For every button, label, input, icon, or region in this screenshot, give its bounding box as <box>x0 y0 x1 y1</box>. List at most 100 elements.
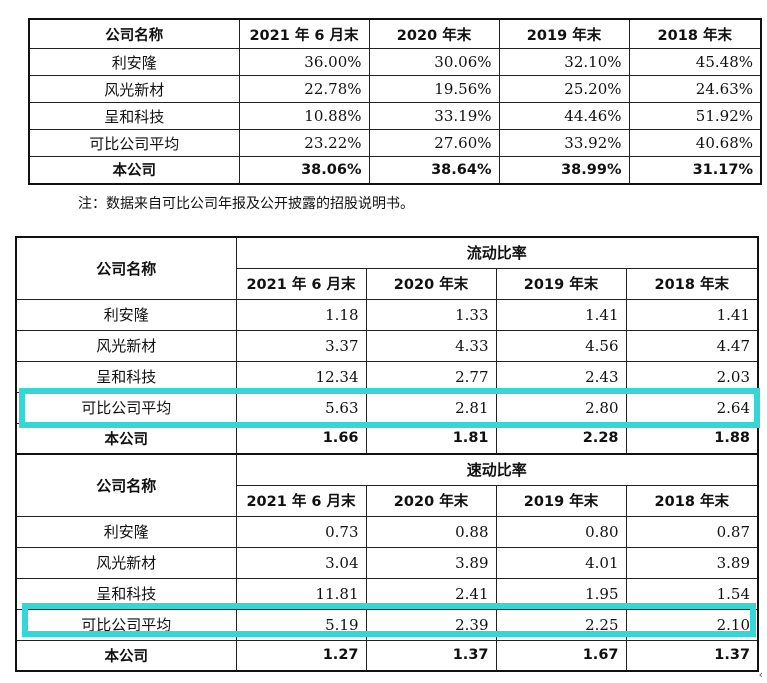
period-header-row: 2021 年 6 月末 2020 年末 2019 年末 2018 年末 <box>16 484 759 517</box>
table-row: 呈和科技 11.81 2.41 1.95 1.54 <box>15 577 759 610</box>
company-name: 呈和科技 <box>15 577 237 610</box>
cell-value: 24.63% <box>628 75 762 103</box>
cell-value: 2.39 <box>365 608 497 641</box>
header-2020: 2020 年末 <box>365 484 497 517</box>
company-name: 风光新材 <box>28 75 240 103</box>
cell-value: 1.41 <box>625 298 759 331</box>
cell-value: 2.64 <box>625 391 759 424</box>
source-note: 注：数据来自可比公司年报及公开披露的招股说明书。 <box>78 196 414 212</box>
cell-value: 1.37 <box>625 639 759 672</box>
header-2019: 2019 年末 <box>495 267 627 300</box>
cell-value: 4.33 <box>365 329 497 362</box>
header-company: 公司名称 <box>15 236 237 300</box>
header-2021h1: 2021 年 6 月末 <box>235 267 367 300</box>
company-name: 呈和科技 <box>28 102 240 130</box>
table-row-own-company: 本公司 1.27 1.37 1.67 1.37 <box>15 639 759 672</box>
cell-value: 3.89 <box>625 546 759 579</box>
cell-value: 1.66 <box>235 422 367 455</box>
header-2018: 2018 年末 <box>625 267 759 300</box>
section-title-quick-ratio: 速动比率 <box>235 453 759 486</box>
cell-value: 4.56 <box>495 329 627 362</box>
cell-value: 33.92% <box>498 129 630 157</box>
cell-value: 1.27 <box>235 639 367 672</box>
cell-value: 1.95 <box>495 577 627 610</box>
cell-value: 32.10% <box>498 48 630 76</box>
table-row: 利安隆 36.00% 30.06% 32.10% 45.48% <box>28 48 762 76</box>
cell-value: 44.46% <box>498 102 630 130</box>
table-row: 风光新材 3.04 3.89 4.01 3.89 <box>15 546 759 579</box>
table-row: 利安隆 1.18 1.33 1.41 1.41 <box>15 298 759 331</box>
cell-value: 2.80 <box>495 391 627 424</box>
cell-value: 12.34 <box>235 360 367 393</box>
cell-value: 40.68% <box>628 129 762 157</box>
liquidity-ratio-table: 公司名称 流动比率 2021 年 6 月末 2020 年末 2019 年末 20… <box>15 236 760 672</box>
cell-value: 38.64% <box>368 156 500 185</box>
table-row: 呈和科技 10.88% 33.19% 44.46% 51.92% <box>28 102 762 130</box>
table-row-peer-average: 可比公司平均 5.19 2.39 2.25 2.10 <box>15 608 759 641</box>
cell-value: 3.37 <box>235 329 367 362</box>
cell-value: 1.81 <box>365 422 497 455</box>
table-row: 呈和科技 12.34 2.77 2.43 2.03 <box>15 360 759 393</box>
header-2018: 2018 年末 <box>625 484 759 517</box>
cell-value: 5.63 <box>235 391 367 424</box>
company-name: 本公司 <box>15 422 237 455</box>
cell-value: 51.92% <box>628 102 762 130</box>
table-row-peer-average: 可比公司平均 5.63 2.81 2.80 2.64 <box>15 391 759 424</box>
cell-value: 2.28 <box>495 422 627 455</box>
header-2018: 2018 年末 <box>628 18 762 49</box>
table-row-own-company: 本公司 1.66 1.81 2.28 1.88 <box>15 422 759 455</box>
cell-value: 33.19% <box>368 102 500 130</box>
section-title-current-ratio: 流动比率 <box>235 236 759 269</box>
cell-value: 0.73 <box>235 515 367 548</box>
period-header-row: 2021 年 6 月末 2020 年末 2019 年末 2018 年末 <box>16 267 759 300</box>
cell-value: 4.01 <box>495 546 627 579</box>
cell-value: 11.81 <box>235 577 367 610</box>
cell-value: 1.37 <box>365 639 497 672</box>
cell-value: 2.10 <box>625 608 759 641</box>
cell-value: 10.88% <box>238 102 370 130</box>
cell-value: 2.41 <box>365 577 497 610</box>
cell-value: 0.87 <box>625 515 759 548</box>
company-name: 风光新材 <box>15 546 237 579</box>
cell-value: 1.18 <box>235 298 367 331</box>
section-header-row: 公司名称 流动比率 <box>15 236 759 300</box>
cell-value: 36.00% <box>238 48 370 76</box>
cell-value: 5.19 <box>235 608 367 641</box>
header-2020: 2020 年末 <box>368 18 500 49</box>
cell-value: 23.22% <box>238 129 370 157</box>
cell-value: 38.06% <box>238 156 370 185</box>
company-name: 利安隆 <box>28 48 240 76</box>
cell-value: 2.77 <box>365 360 497 393</box>
corner-mark: ‹ <box>758 668 763 681</box>
cell-value: 22.78% <box>238 75 370 103</box>
cell-value: 30.06% <box>368 48 500 76</box>
cell-value: 38.99% <box>498 156 630 185</box>
cell-value: 45.48% <box>628 48 762 76</box>
cell-value: 3.89 <box>365 546 497 579</box>
cell-value: 31.17% <box>628 156 762 185</box>
company-name: 利安隆 <box>15 298 237 331</box>
company-name: 可比公司平均 <box>15 391 237 424</box>
header-2021h1: 2021 年 6 月末 <box>235 484 367 517</box>
cell-value: 2.81 <box>365 391 497 424</box>
company-name: 呈和科技 <box>15 360 237 393</box>
table-row: 风光新材 3.37 4.33 4.56 4.47 <box>15 329 759 362</box>
header-2021h1: 2021 年 6 月末 <box>238 18 370 49</box>
cell-value: 1.54 <box>625 577 759 610</box>
table-row: 可比公司平均 23.22% 27.60% 33.92% 40.68% <box>28 129 762 157</box>
cell-value: 1.88 <box>625 422 759 455</box>
table-row: 风光新材 22.78% 19.56% 25.20% 24.63% <box>28 75 762 103</box>
ratio-table-percent: 公司名称 2021 年 6 月末 2020 年末 2019 年末 2018 年末… <box>28 18 762 185</box>
table-row-own-company: 本公司 38.06% 38.64% 38.99% 31.17% <box>28 156 762 185</box>
company-name: 本公司 <box>28 156 240 185</box>
header-company: 公司名称 <box>15 453 237 517</box>
header-2019: 2019 年末 <box>498 18 630 49</box>
cell-value: 1.67 <box>495 639 627 672</box>
company-name: 利安隆 <box>15 515 237 548</box>
cell-value: 0.88 <box>365 515 497 548</box>
cell-value: 0.80 <box>495 515 627 548</box>
cell-value: 2.43 <box>495 360 627 393</box>
company-name: 可比公司平均 <box>28 129 240 157</box>
header-2020: 2020 年末 <box>365 267 497 300</box>
cell-value: 19.56% <box>368 75 500 103</box>
